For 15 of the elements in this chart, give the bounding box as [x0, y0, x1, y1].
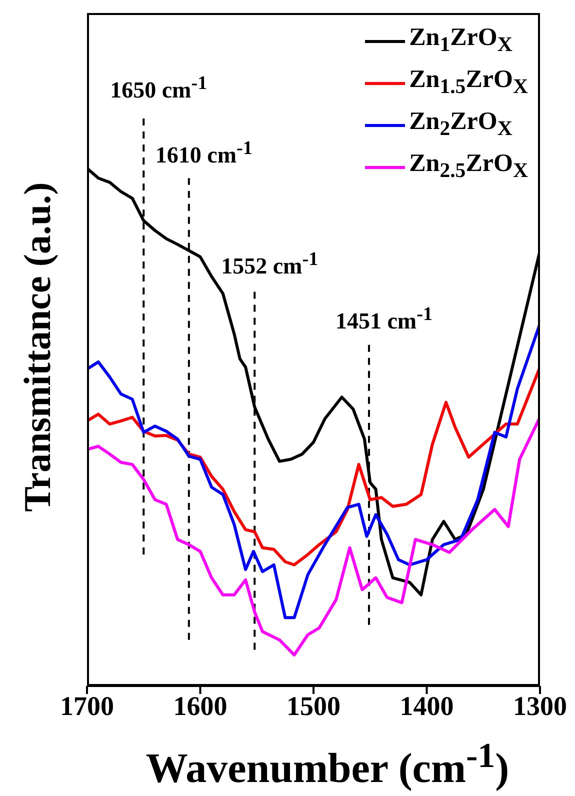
- x-tick-label: 1400: [400, 691, 454, 722]
- legend-label: Zn$_{1.5}$ZrO$_{X}$: [409, 65, 528, 100]
- x-tick-label: 1700: [60, 691, 114, 722]
- ref-line-label: 1552 cm$^{-1}$: [221, 248, 318, 280]
- x-tick-label: 1500: [286, 691, 340, 722]
- legend-label: Zn$_{1}$ZrO$_{X}$: [409, 23, 512, 58]
- x-tick-label: 1300: [513, 691, 567, 722]
- ref-line-label: 1650 cm$^{-1}$: [110, 72, 208, 104]
- legend-label: Zn$_{2.5}$ZrO$_{X}$: [409, 149, 528, 184]
- ref-line-label: 1610 cm$^{-1}$: [155, 138, 252, 169]
- y-axis-title: Transmittance (a.u.): [16, 182, 60, 512]
- x-tick-label: 1600: [173, 691, 228, 722]
- ref-line-label: 1451 cm$^{-1}$: [335, 304, 433, 334]
- x-axis-title: Wavenumber (cm$^{-1}$): [144, 736, 510, 793]
- legend-label: Zn$_{2}$ZrO$_{X}$: [409, 107, 512, 142]
